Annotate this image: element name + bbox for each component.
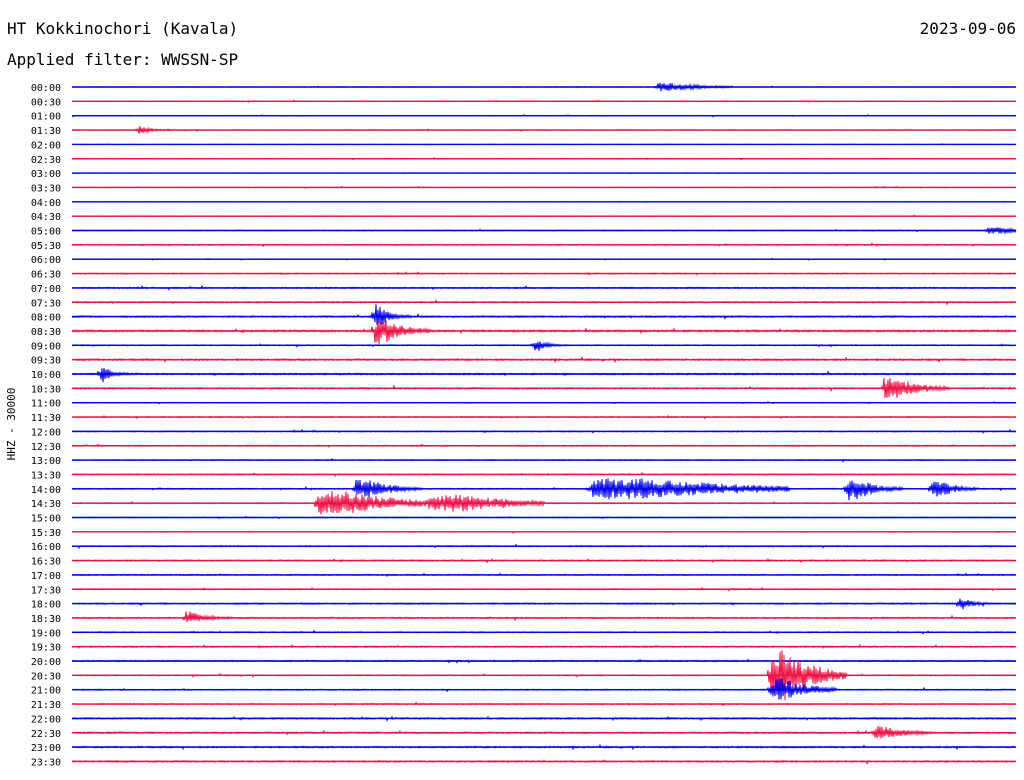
time-labels: 00:00 00:30 01:00 01:30 02:00 02:30 03:00 03:30… bbox=[31, 83, 61, 768]
time-label: 10:30 bbox=[31, 384, 61, 395]
time-label: 22:30 bbox=[31, 729, 61, 740]
filter-label: Applied filter: WWSSN-SP bbox=[7, 50, 239, 69]
time-label: 23:00 bbox=[31, 743, 61, 754]
time-label: 03:30 bbox=[31, 183, 61, 194]
time-label: 09:00 bbox=[31, 341, 61, 352]
trace-1830 bbox=[71, 611, 1017, 623]
time-label: 17:00 bbox=[31, 571, 61, 582]
time-label: 05:30 bbox=[31, 241, 61, 252]
time-label: 07:30 bbox=[31, 298, 61, 309]
time-label: 16:00 bbox=[31, 542, 61, 553]
time-label: 12:00 bbox=[31, 427, 61, 438]
time-label: 22:00 bbox=[31, 714, 61, 725]
time-label: 21:30 bbox=[31, 700, 61, 711]
time-label: 19:00 bbox=[31, 628, 61, 639]
time-label: 15:00 bbox=[31, 514, 61, 525]
time-label: 21:00 bbox=[31, 686, 61, 697]
time-label: 09:30 bbox=[31, 356, 61, 367]
time-label: 23:30 bbox=[31, 757, 61, 768]
time-label: 19:30 bbox=[31, 643, 61, 654]
time-label: 10:00 bbox=[31, 370, 61, 381]
time-label: 00:00 bbox=[31, 83, 61, 94]
time-label: 12:30 bbox=[31, 442, 61, 453]
time-label: 20:30 bbox=[31, 671, 61, 682]
time-label: 03:00 bbox=[31, 169, 61, 180]
time-label: 01:30 bbox=[31, 126, 61, 137]
time-label: 07:00 bbox=[31, 284, 61, 295]
time-label: 08:00 bbox=[31, 313, 61, 324]
time-label: 13:30 bbox=[31, 470, 61, 481]
trace-1000 bbox=[71, 367, 1017, 383]
time-label: 02:30 bbox=[31, 155, 61, 166]
time-label: 14:00 bbox=[31, 485, 61, 496]
time-label: 15:30 bbox=[31, 528, 61, 539]
time-label: 14:30 bbox=[31, 499, 61, 510]
time-label: 11:00 bbox=[31, 399, 61, 410]
time-label: 04:30 bbox=[31, 212, 61, 223]
time-label: 17:30 bbox=[31, 585, 61, 596]
plot-date: 2023-09-06 bbox=[919, 19, 1016, 38]
trace-0800 bbox=[71, 304, 1017, 326]
station-title: HT Kokkinochori (Kavala) bbox=[7, 19, 239, 38]
time-label: 18:30 bbox=[31, 614, 61, 625]
time-label: 00:30 bbox=[31, 97, 61, 108]
time-label: 02:00 bbox=[31, 140, 61, 151]
time-label: 20:00 bbox=[31, 657, 61, 668]
time-label: 18:00 bbox=[31, 600, 61, 611]
time-label: 13:00 bbox=[31, 456, 61, 467]
time-label: 16:30 bbox=[31, 557, 61, 568]
trace-0900 bbox=[71, 341, 1017, 351]
time-label: 06:30 bbox=[31, 270, 61, 281]
time-label: 06:00 bbox=[31, 255, 61, 266]
time-label: 08:30 bbox=[31, 327, 61, 338]
time-label: 04:00 bbox=[31, 198, 61, 209]
y-axis-label: HHZ - 30000 bbox=[5, 388, 18, 461]
trace-group bbox=[71, 82, 1017, 765]
time-label: 01:00 bbox=[31, 112, 61, 123]
time-label: 05:00 bbox=[31, 227, 61, 238]
time-label: 11:30 bbox=[31, 413, 61, 424]
